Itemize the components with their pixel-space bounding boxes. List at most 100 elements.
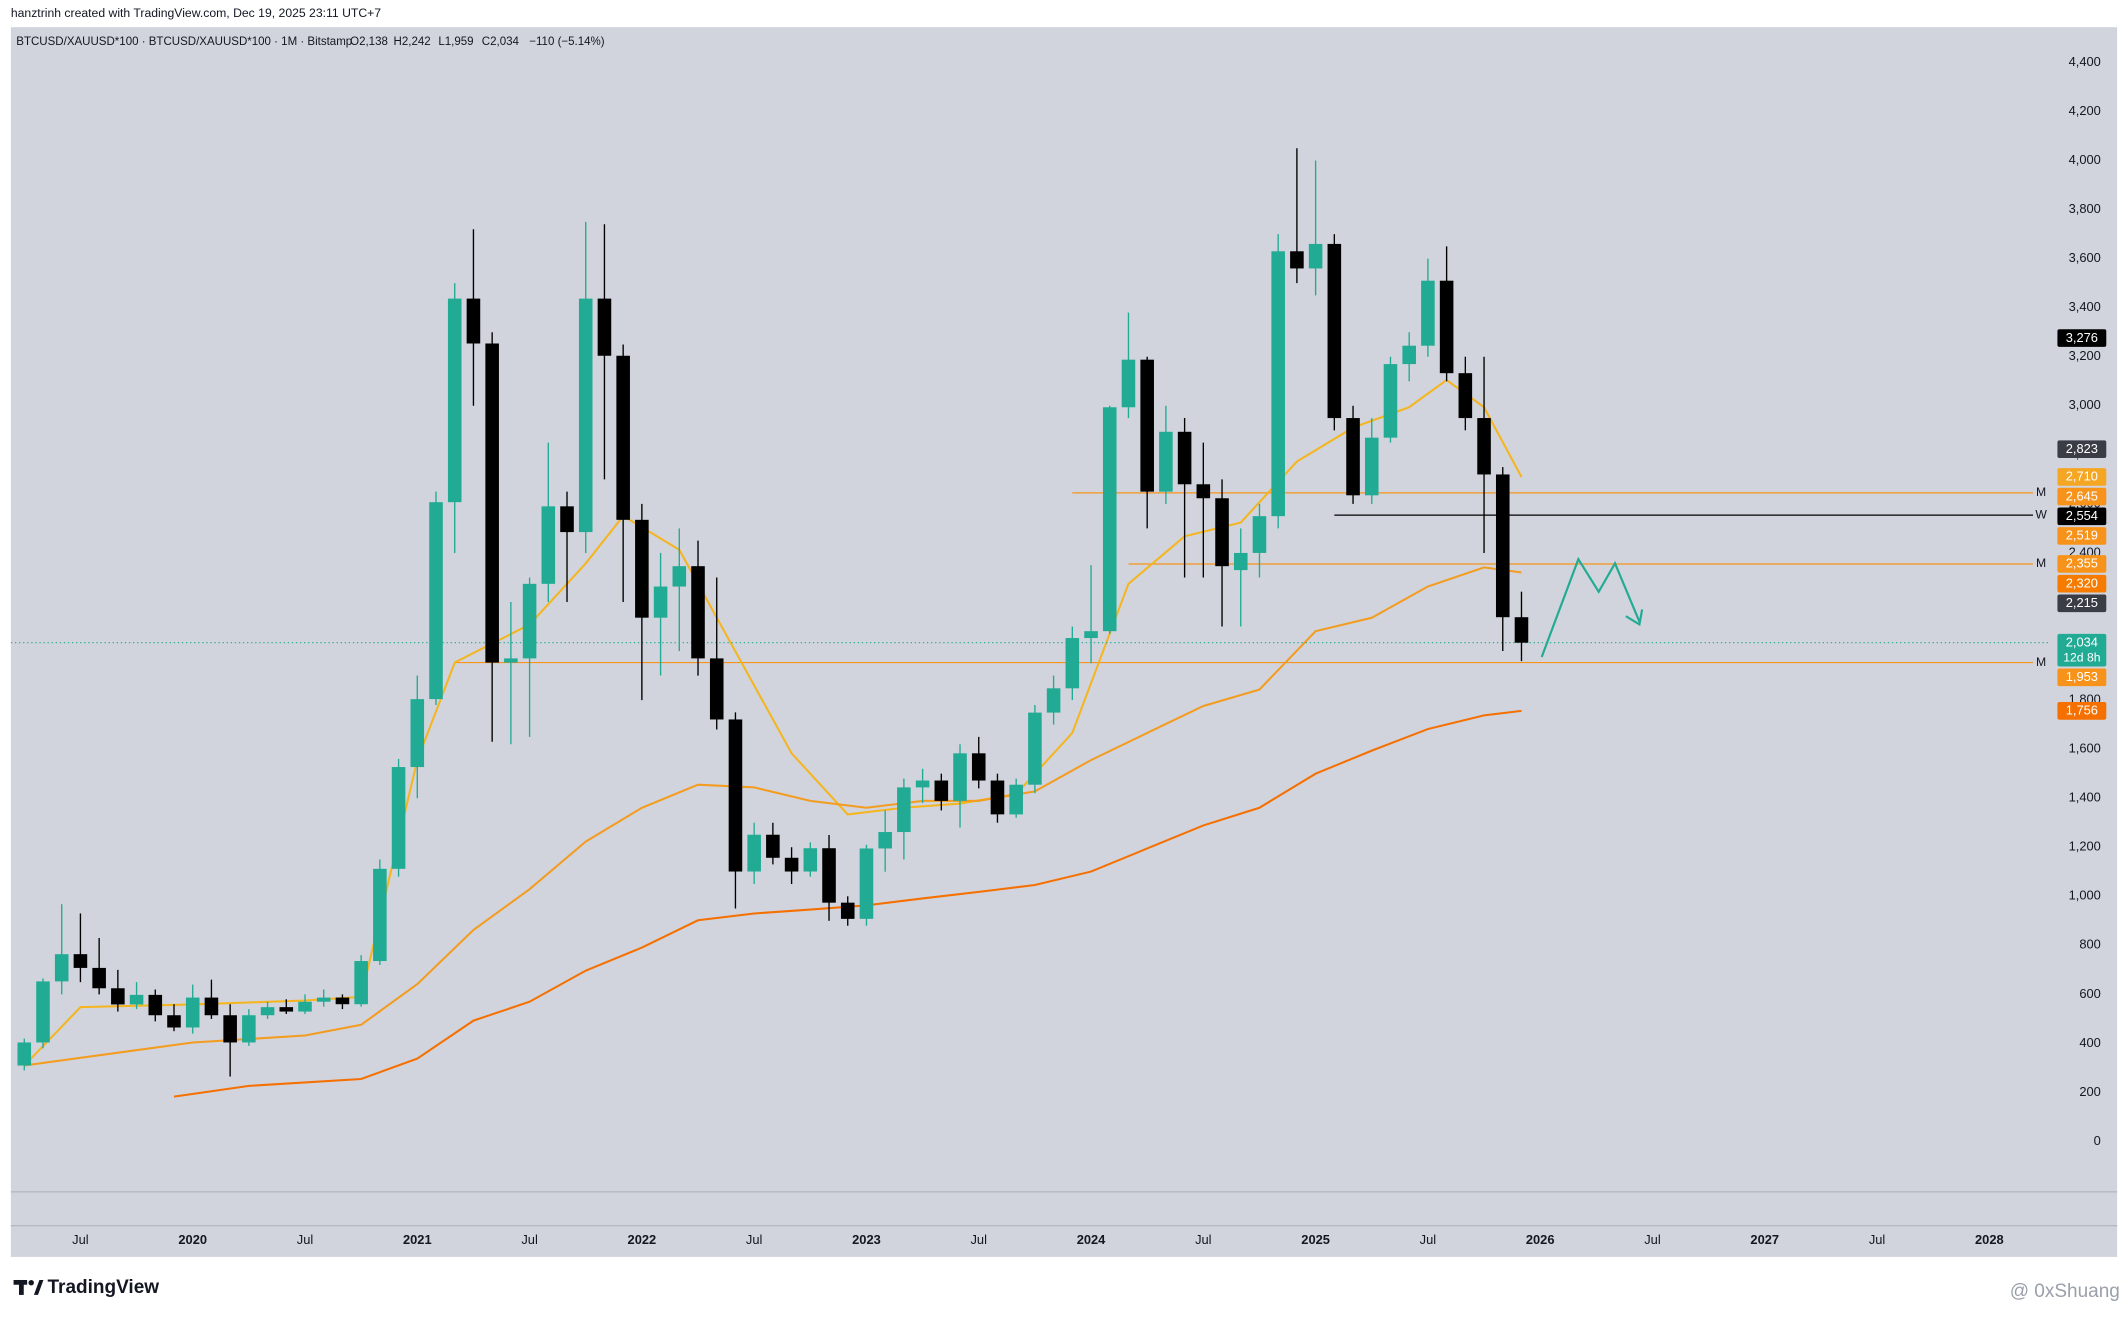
price-label: 2,034 — [2066, 634, 2098, 649]
x-tick-label: Jul — [1869, 1232, 1885, 1247]
candle-body — [672, 566, 687, 587]
candle-body — [1290, 251, 1304, 269]
logo-part — [28, 1279, 34, 1286]
candle-body — [1346, 418, 1360, 496]
candle-body — [691, 566, 705, 659]
x-tick-label: Jul — [746, 1232, 762, 1247]
candle-body — [803, 848, 818, 872]
y-tick-label: 1,400 — [2069, 790, 2101, 805]
price-label: 2,645 — [2066, 488, 2098, 503]
ohlc-open: O2,138 — [350, 36, 388, 48]
candle-body — [447, 298, 462, 503]
y-tick-label: 3,200 — [2069, 348, 2101, 363]
price-label-box — [2057, 527, 2107, 545]
level-label: W — [2035, 507, 2047, 521]
brand: TradingView — [48, 1277, 160, 1298]
y-tick-label: 800 — [2079, 937, 2100, 952]
level-label: M — [2036, 556, 2046, 570]
candle-body — [578, 298, 593, 533]
candle-body — [840, 902, 855, 919]
credit: hanztrinh created with TradingView.com, … — [11, 6, 381, 20]
y-tick-label: 3,400 — [2069, 299, 2101, 314]
plot: 02004006008001,0001,2001,4001,6001,8002,… — [10, 54, 2107, 1247]
y-tick-label: 4,200 — [2069, 103, 2101, 118]
candle-body — [1458, 373, 1473, 419]
y-tick-label: 3,000 — [2069, 397, 2101, 412]
ma-line — [173, 709, 1522, 1098]
price-label-box — [2057, 440, 2107, 459]
price-label: 1,953 — [2066, 669, 2098, 684]
candle-body — [167, 1015, 181, 1028]
price-label: 2,710 — [2066, 469, 2098, 484]
candle-body — [653, 586, 668, 618]
y-tick-label: 4,400 — [2069, 54, 2101, 69]
candle-body — [1383, 364, 1398, 438]
y-tick-label: 4,000 — [2069, 152, 2101, 167]
candle-body — [1421, 280, 1435, 346]
candle-body — [1046, 688, 1061, 713]
price-label-box — [2057, 487, 2107, 506]
candle-body — [878, 832, 892, 849]
candle-body — [17, 1042, 32, 1066]
candle-body — [260, 1007, 275, 1016]
price-label-box — [2057, 468, 2107, 486]
y-tick-label: 200 — [2079, 1084, 2100, 1099]
candle-body — [1402, 345, 1416, 365]
candle-body — [1439, 280, 1454, 374]
price-label: 3,276 — [2066, 330, 2098, 345]
candle-body — [1140, 359, 1154, 492]
x-tick-label: Jul — [1420, 1232, 1436, 1247]
candle-body — [541, 506, 556, 584]
level-label: M — [2036, 485, 2046, 499]
candle-body — [597, 298, 612, 356]
candle-body — [747, 834, 761, 872]
x-tick-label: 2028 — [1975, 1232, 2004, 1247]
ohlc-high: H2,242 — [394, 36, 431, 48]
x-tick-label: 2027 — [1750, 1232, 1779, 1247]
candle-body — [373, 868, 387, 962]
x-tick-label: 2022 — [628, 1232, 657, 1247]
candle-body — [1233, 552, 1248, 571]
logo-part — [33, 1279, 44, 1295]
candle-body — [1009, 784, 1023, 815]
price-label: 2,519 — [2066, 528, 2098, 543]
candle-body — [709, 658, 724, 720]
symbol: BTCUSD/XAUUSD*100 · BTCUSD/XAUUSD*100 · … — [16, 36, 352, 48]
candle-body — [1065, 638, 1080, 689]
candle-body — [971, 753, 986, 781]
logo-part — [19, 1279, 24, 1295]
candle-body — [1121, 359, 1136, 408]
candle-body — [1102, 407, 1117, 632]
y-tick-label: 3,600 — [2069, 250, 2101, 265]
candle-body — [504, 658, 518, 663]
candle-body — [410, 699, 425, 768]
y-tick-label: 0 — [2094, 1133, 2101, 1148]
change: −110 (−5.14%) — [529, 36, 604, 48]
x-tick-label: 2020 — [178, 1232, 207, 1247]
candle-body — [822, 848, 836, 903]
candle-body — [1196, 484, 1211, 499]
candle-body — [953, 753, 967, 801]
candle-body — [522, 583, 537, 659]
candle-body — [897, 787, 911, 833]
arrow-head — [1625, 609, 1644, 627]
candle-body — [242, 1015, 256, 1043]
x-tick-label: 2023 — [852, 1232, 881, 1247]
y-tick-label: 1,600 — [2069, 741, 2101, 756]
level-label: M — [2036, 655, 2046, 669]
candle-body — [990, 780, 1005, 815]
candle-body — [1271, 251, 1285, 517]
price-label-box — [2057, 555, 2107, 573]
price-label: 2,320 — [2066, 575, 2098, 590]
candle-body — [1327, 243, 1342, 419]
candle-body — [1477, 418, 1491, 475]
candle-body — [129, 994, 144, 1005]
candle-body — [279, 1007, 294, 1012]
price-label-box — [2057, 507, 2107, 526]
x-tick-label: 2026 — [1526, 1232, 1555, 1247]
watermark: @ 0xShuang — [2010, 1281, 2120, 1302]
x-tick-label: Jul — [971, 1232, 987, 1247]
candle-body — [316, 997, 331, 1002]
